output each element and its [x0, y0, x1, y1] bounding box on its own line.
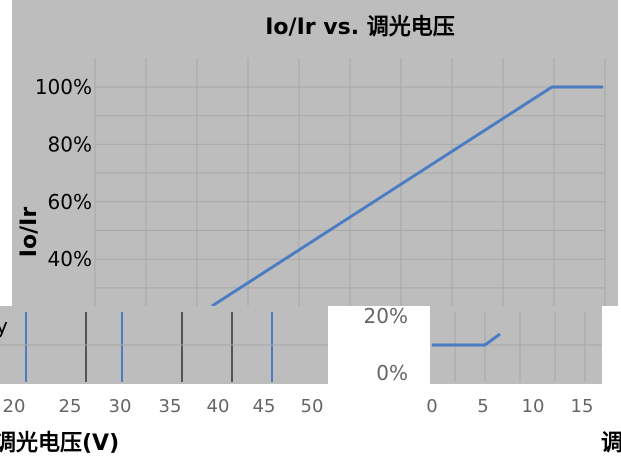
series-line: [211, 85, 603, 308]
lower-right-y-tick-label: 20%: [364, 304, 408, 328]
lower-left-x-tick-label: 30: [109, 396, 132, 417]
main-chart: Io/Ir vs. 调光电压 Io/Ir 40% 60% 80% 100%: [12, 0, 618, 308]
lower-left-x-tick-label: 40: [207, 396, 230, 417]
lower-left-x-tick-labels: 20 25 30 35 40 45 50: [3, 396, 324, 417]
y-axis-label: Io/Ir: [17, 207, 42, 258]
lower-left-x-axis-label: 调光电压(V): [0, 431, 119, 456]
main-grid: [94, 58, 606, 306]
y-tick-labels: 40% 60% 80% 100%: [35, 75, 92, 271]
x-tick-labels: 0 5 10 15: [426, 396, 593, 417]
x-tick-label: 5: [477, 396, 488, 417]
y-tick-label: 100%: [35, 75, 92, 99]
x-tick-label: 10: [522, 396, 545, 417]
lower-left-x-tick-label: 20: [3, 396, 26, 417]
lower-left-grid: [0, 312, 328, 382]
lower-right-chart: 20% 0% 0 5 10 15 调: [364, 304, 621, 456]
left-edge-fragment: y: [0, 314, 8, 338]
lower-left-x-tick-label: 35: [159, 396, 182, 417]
x-tick-label: 15: [571, 396, 594, 417]
lower-left-x-tick-label: 45: [253, 396, 276, 417]
lower-left-chart: 20 25 30 35 40 45 50 调光电压(V) y: [0, 306, 328, 456]
main-plot-background: [12, 0, 618, 306]
lower-right-series-line: [432, 332, 501, 347]
x-tick-label: 0: [426, 396, 437, 417]
lower-right-grid: [430, 312, 602, 382]
chart-title: Io/Ir vs. 调光电压: [265, 15, 454, 40]
lower-left-x-tick-label: 25: [59, 396, 82, 417]
bottom-right-fragment: 调: [601, 431, 621, 456]
lower-left-x-tick-label: 50: [301, 396, 324, 417]
y-tick-label: 40%: [48, 247, 92, 271]
y-tick-label: 80%: [48, 132, 92, 156]
y-tick-label: 60%: [48, 190, 92, 214]
lower-right-y-tick-labels: 20% 0%: [364, 304, 408, 385]
lower-right-y-tick-label: 0%: [376, 361, 408, 385]
